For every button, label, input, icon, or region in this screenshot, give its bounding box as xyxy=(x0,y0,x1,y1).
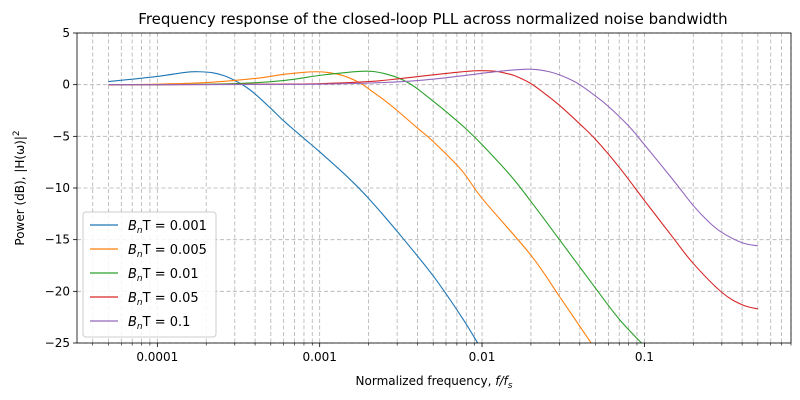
y-tick-label: 0 xyxy=(62,78,70,92)
legend-label-sub: n xyxy=(137,250,143,260)
x-axis-label-var: f/f xyxy=(495,374,509,388)
series-line-4 xyxy=(108,70,758,310)
x-tick-label: 0.0001 xyxy=(136,350,178,364)
legend-label-sub: n xyxy=(137,274,143,284)
legend-label-suffix: T = 0.005 xyxy=(142,243,207,258)
legend-label-prefix: B xyxy=(128,291,137,306)
x-tick-label: 0.001 xyxy=(303,350,337,364)
chart-title: Frequency response of the closed-loop PL… xyxy=(138,10,727,28)
y-tick-label: −15 xyxy=(45,233,70,247)
legend-label-prefix: B xyxy=(128,243,137,258)
y-axis-label-text: Power (dB), |H(ω)| xyxy=(13,136,27,245)
y-tick-label: 5 xyxy=(62,26,70,40)
legend-label-sub: n xyxy=(137,322,143,332)
legend-label-2: BnT = 0.005 xyxy=(128,243,207,260)
legend-label-3: BnT = 0.01 xyxy=(128,267,199,284)
legend-label-suffix: T = 0.01 xyxy=(142,267,199,282)
legend-label-prefix: B xyxy=(128,219,137,234)
y-tick-label: −10 xyxy=(45,181,70,195)
y-axis-label-sup: 2 xyxy=(12,130,22,136)
series-line-5 xyxy=(108,68,758,247)
x-tick-label: 0.01 xyxy=(469,350,496,364)
y-tick-label: −5 xyxy=(52,129,70,143)
y-tick-label: −20 xyxy=(45,284,70,298)
legend-label-sub: n xyxy=(137,298,143,308)
legend-label-suffix: T = 0.001 xyxy=(142,219,207,234)
legend-label-4: BnT = 0.05 xyxy=(128,291,199,308)
series-lines xyxy=(108,68,758,343)
legend-label-prefix: B xyxy=(128,315,137,330)
legend-label-suffix: T = 0.1 xyxy=(142,315,191,330)
x-tick-label: 0.1 xyxy=(635,350,654,364)
x-axis-label: Normalized frequency, f/fs xyxy=(356,374,513,391)
y-axis-label: Power (dB), |H(ω)|2 xyxy=(12,130,27,245)
legend-box xyxy=(82,211,217,338)
x-axis-label-text: Normalized frequency, xyxy=(356,374,496,388)
legend-label-sub: n xyxy=(137,226,143,236)
series-line-1 xyxy=(108,71,479,343)
legend-label-1: BnT = 0.001 xyxy=(128,219,207,236)
y-tick-label: −25 xyxy=(45,336,70,350)
legend-label-5: BnT = 0.1 xyxy=(128,315,190,332)
series-line-3 xyxy=(108,70,642,343)
x-axis-label-sub: s xyxy=(508,381,513,391)
legend-label-prefix: B xyxy=(128,267,137,282)
legend-label-suffix: T = 0.05 xyxy=(142,291,199,306)
axis-ticks: 0.0001 0.001 0.01 0.1 5 0 −5 −10 −15 −20 −25 xyxy=(45,26,792,364)
